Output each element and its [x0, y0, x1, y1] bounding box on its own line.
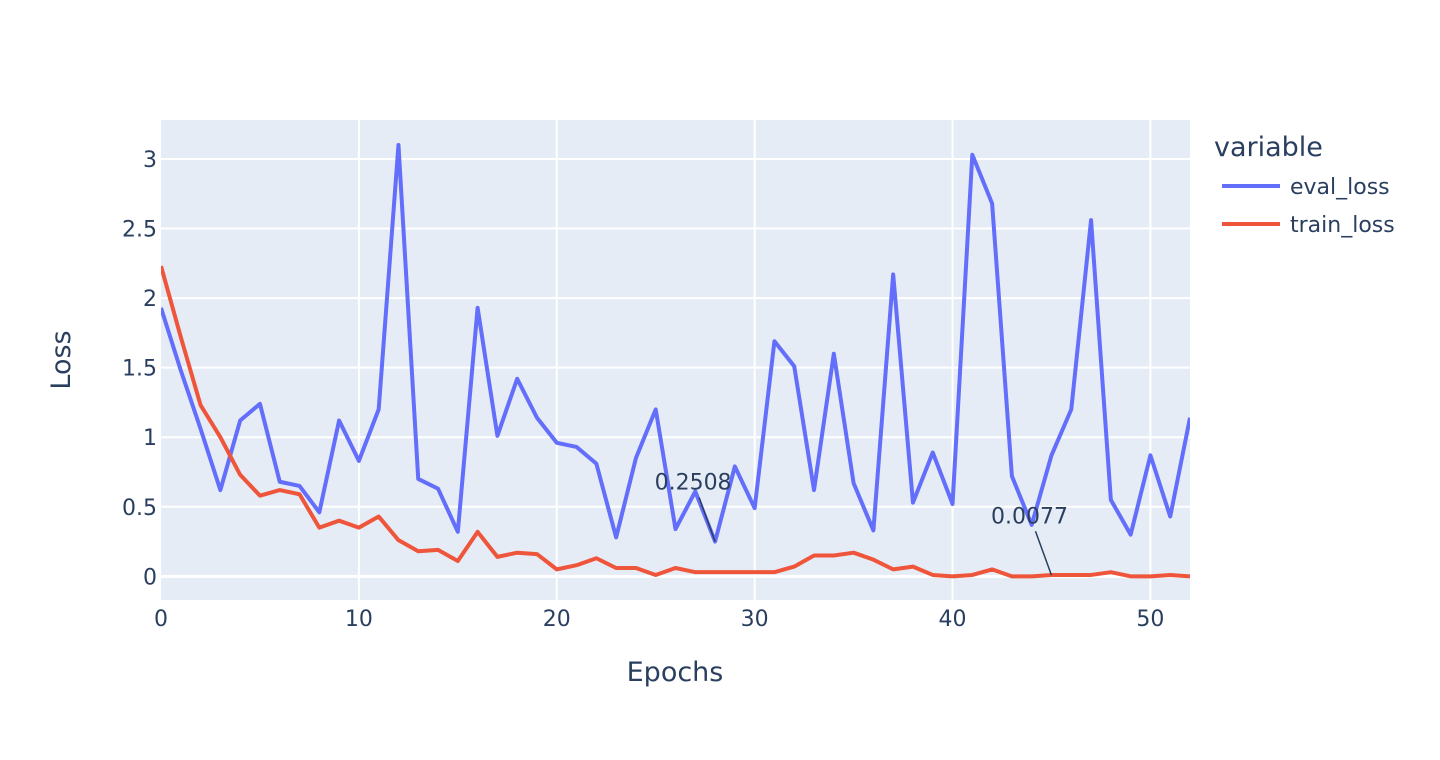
y-tick-label: 0 [143, 565, 157, 590]
series-line-train-loss[interactable] [161, 265, 1190, 579]
x-axis-title: Epochs [627, 657, 724, 688]
grid-lines [161, 120, 1190, 600]
annotation-arrow [1034, 531, 1053, 576]
y-axis-title: Loss [46, 330, 77, 389]
legend-title: variable [1214, 132, 1323, 163]
y-tick-label: 0.5 [122, 496, 157, 521]
legend-item-eval-loss[interactable]: eval_loss [1290, 175, 1390, 200]
x-tick-label: 40 [939, 607, 967, 632]
x-tick-label: 30 [741, 607, 769, 632]
y-axis-ticks: 0 0.5 1 1.5 2 2.5 3 [122, 148, 157, 590]
y-tick-label: 2.5 [122, 218, 157, 243]
legend-item-train-loss[interactable]: train_loss [1290, 213, 1395, 238]
series-line-eval-loss[interactable] [161, 143, 1190, 544]
x-tick-label: 50 [1136, 607, 1164, 632]
y-tick-label: 2 [143, 287, 157, 312]
x-tick-label: 20 [543, 607, 571, 632]
x-axis-ticks: 0 10 20 30 40 50 [154, 607, 1164, 632]
series-layer [161, 143, 1190, 579]
y-tick-label: 1 [143, 426, 157, 451]
y-tick-label: 3 [143, 148, 157, 173]
annotation-label: 0.0077 [991, 504, 1068, 529]
annotation-label: 0.2508 [655, 470, 732, 495]
y-tick-label: 1.5 [122, 357, 157, 382]
x-tick-label: 10 [345, 607, 373, 632]
x-tick-label: 0 [154, 607, 168, 632]
annotations: 0.2508 0.0077 [655, 470, 1068, 576]
annotation-arrow [698, 497, 716, 542]
legend[interactable]: variable eval_loss train_loss [1214, 132, 1395, 238]
